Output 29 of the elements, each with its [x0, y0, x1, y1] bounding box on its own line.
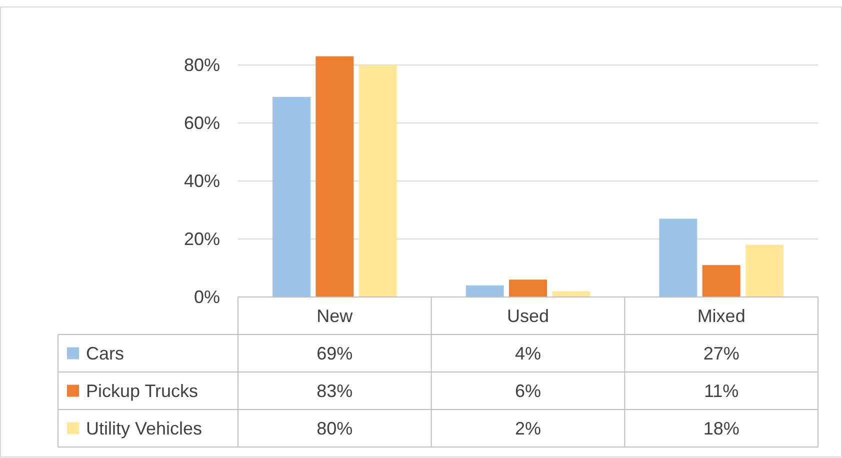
x-tick-label: New — [316, 306, 354, 326]
bar — [316, 56, 354, 297]
bar — [552, 291, 590, 297]
y-tick-label: 80% — [184, 54, 220, 75]
bar — [466, 285, 504, 297]
bar — [746, 244, 784, 297]
data-label: 80% — [316, 418, 353, 438]
bar — [509, 280, 547, 297]
legend-label: Utility Vehicles — [86, 418, 202, 438]
data-label: 2% — [514, 418, 542, 438]
y-tick-label: 60% — [184, 112, 220, 133]
bar — [702, 265, 740, 297]
data-label: 69% — [316, 343, 353, 364]
data-label: 27% — [703, 343, 740, 364]
legend-label: Pickup Trucks — [86, 380, 198, 401]
x-tick-label: Used — [506, 306, 550, 326]
data-label: 4% — [514, 343, 542, 364]
legend-label: Cars — [86, 343, 124, 364]
data-label: 18% — [703, 418, 740, 438]
y-tick-label: 20% — [184, 228, 220, 249]
data-label: 83% — [316, 380, 353, 401]
y-tick-label: 40% — [184, 170, 220, 191]
data-label: 6% — [514, 380, 542, 401]
x-tick-label: Mixed — [697, 306, 746, 326]
data-label: 11% — [704, 380, 739, 401]
bar — [358, 65, 397, 297]
bar — [272, 96, 310, 297]
y-tick-label: 0% — [194, 286, 220, 307]
bar — [659, 218, 698, 297]
